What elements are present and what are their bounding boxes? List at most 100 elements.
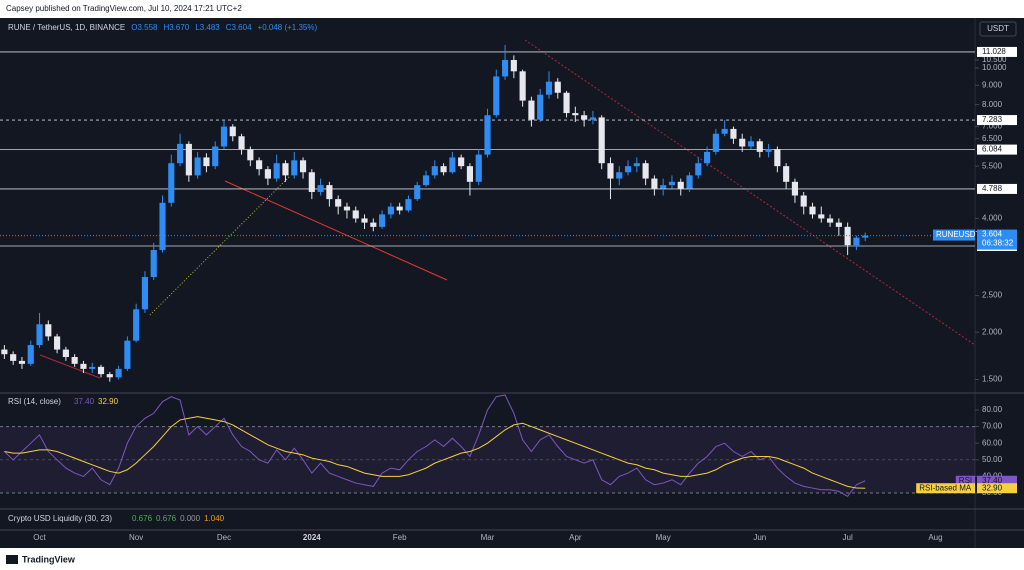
x-tick-label: Nov	[129, 533, 143, 542]
level-tag	[977, 183, 1017, 194]
candle-body	[176, 143, 184, 164]
candle-body	[335, 199, 342, 207]
candle-body	[545, 81, 553, 95]
candle-body	[774, 149, 781, 167]
level-label: 11.028	[982, 47, 1006, 56]
candle-body	[537, 94, 544, 120]
y-tick-label: 6.500	[982, 134, 1003, 143]
ohlc-value: H3.670	[163, 23, 189, 32]
price-tag-label: 3.604	[982, 230, 1003, 239]
candle-body	[501, 59, 509, 77]
y-tick-label: 7.000	[982, 122, 1003, 131]
ohlc-value: L3.483	[195, 23, 220, 32]
candle-body	[291, 160, 298, 176]
symbol-title: RUNE / TetherUS, 1D, BINANCE O3.558 H3.670…	[8, 23, 317, 32]
y-tick-label: 10.000	[982, 63, 1007, 72]
candle-body	[677, 181, 684, 189]
candle-body	[800, 195, 807, 207]
candle-body	[747, 141, 755, 147]
series-name: RSI	[959, 476, 972, 485]
candle-body	[159, 202, 166, 251]
candle-body	[36, 324, 43, 346]
candle-body	[721, 128, 728, 134]
unit-box	[979, 21, 1017, 37]
candle-body	[835, 222, 842, 227]
candle-body	[554, 81, 561, 93]
candle-body	[273, 163, 280, 179]
candle-body	[115, 368, 122, 378]
series-value: 37.40	[982, 476, 1003, 485]
y-tick-label: 4.000	[982, 214, 1003, 223]
candle-body	[633, 163, 640, 167]
candle-body	[18, 360, 26, 364]
candle-body	[1, 349, 8, 355]
candle-body	[581, 115, 588, 120]
brand-logo	[6, 555, 18, 564]
candle-body	[607, 163, 614, 179]
y-tick-label: 50.00	[982, 455, 1003, 464]
y-tick-label: 70.00	[982, 422, 1003, 431]
symbol-tag	[933, 229, 975, 241]
candle-body	[528, 100, 535, 120]
candle-body	[124, 340, 131, 369]
candle-body	[826, 218, 834, 223]
candle-body	[712, 133, 719, 152]
candle-body	[431, 166, 438, 176]
x-tick-label: Dec	[217, 533, 231, 542]
x-tick-label: May	[656, 533, 671, 542]
y-tick-label: 9.000	[982, 80, 1003, 89]
candle-body	[616, 172, 623, 179]
candle-body	[299, 160, 307, 173]
y-tick-label: 2.000	[982, 327, 1003, 336]
candle-body	[422, 175, 430, 186]
liquidity-value: 0.676	[132, 514, 153, 523]
series-value-tag	[977, 475, 1017, 486]
y-tick-label: 10.500	[982, 55, 1007, 64]
x-tick-label: Mar	[481, 533, 495, 542]
level-label: 4.788	[982, 184, 1003, 193]
candle-body	[220, 126, 228, 147]
trend-line	[224, 180, 448, 281]
level-label: 6.084	[982, 145, 1003, 154]
rsi-line	[4, 416, 866, 489]
candle-body	[642, 163, 649, 179]
candle-body	[168, 163, 175, 203]
candle-body	[458, 157, 465, 167]
candle-body	[756, 141, 763, 152]
candle-body	[818, 214, 825, 219]
candle-body	[695, 163, 702, 176]
candle-body	[449, 157, 456, 173]
candle-body	[387, 206, 394, 215]
candle-body	[10, 354, 17, 361]
candle-body	[563, 92, 570, 114]
liquidity-value: 1.040	[204, 514, 225, 523]
candle-body	[203, 157, 210, 167]
candle-body	[484, 115, 491, 155]
candle-body	[80, 363, 87, 369]
candle-body	[466, 166, 474, 182]
candle-body	[853, 237, 860, 246]
candle-body	[660, 185, 667, 189]
y-tick-label: 2.500	[982, 291, 1003, 300]
candle-body	[844, 226, 851, 246]
candle-body	[379, 214, 386, 227]
candle-body	[704, 151, 711, 164]
series-value-tag	[977, 483, 1017, 494]
candle-body	[133, 309, 140, 341]
candle-body	[106, 374, 113, 378]
candle-body	[791, 181, 799, 196]
level-tag	[977, 144, 1017, 155]
symbol-tag-label: RUNEUSDT	[936, 230, 981, 239]
candle-body	[317, 185, 324, 192]
candle-body	[308, 172, 315, 192]
unit-label: USDT	[987, 24, 1009, 33]
series-name: RSI-based MA	[919, 483, 972, 492]
y-tick-label: 5.500	[982, 161, 1003, 170]
x-tick-label: Jul	[843, 533, 853, 542]
series-value: 32.90	[982, 483, 1003, 492]
x-tick-label: Jun	[753, 533, 766, 542]
rsi-title: RSI (14, close)	[8, 397, 61, 406]
candle-body	[783, 166, 790, 182]
x-tick-label: Apr	[569, 533, 582, 542]
candle-body	[256, 160, 263, 170]
